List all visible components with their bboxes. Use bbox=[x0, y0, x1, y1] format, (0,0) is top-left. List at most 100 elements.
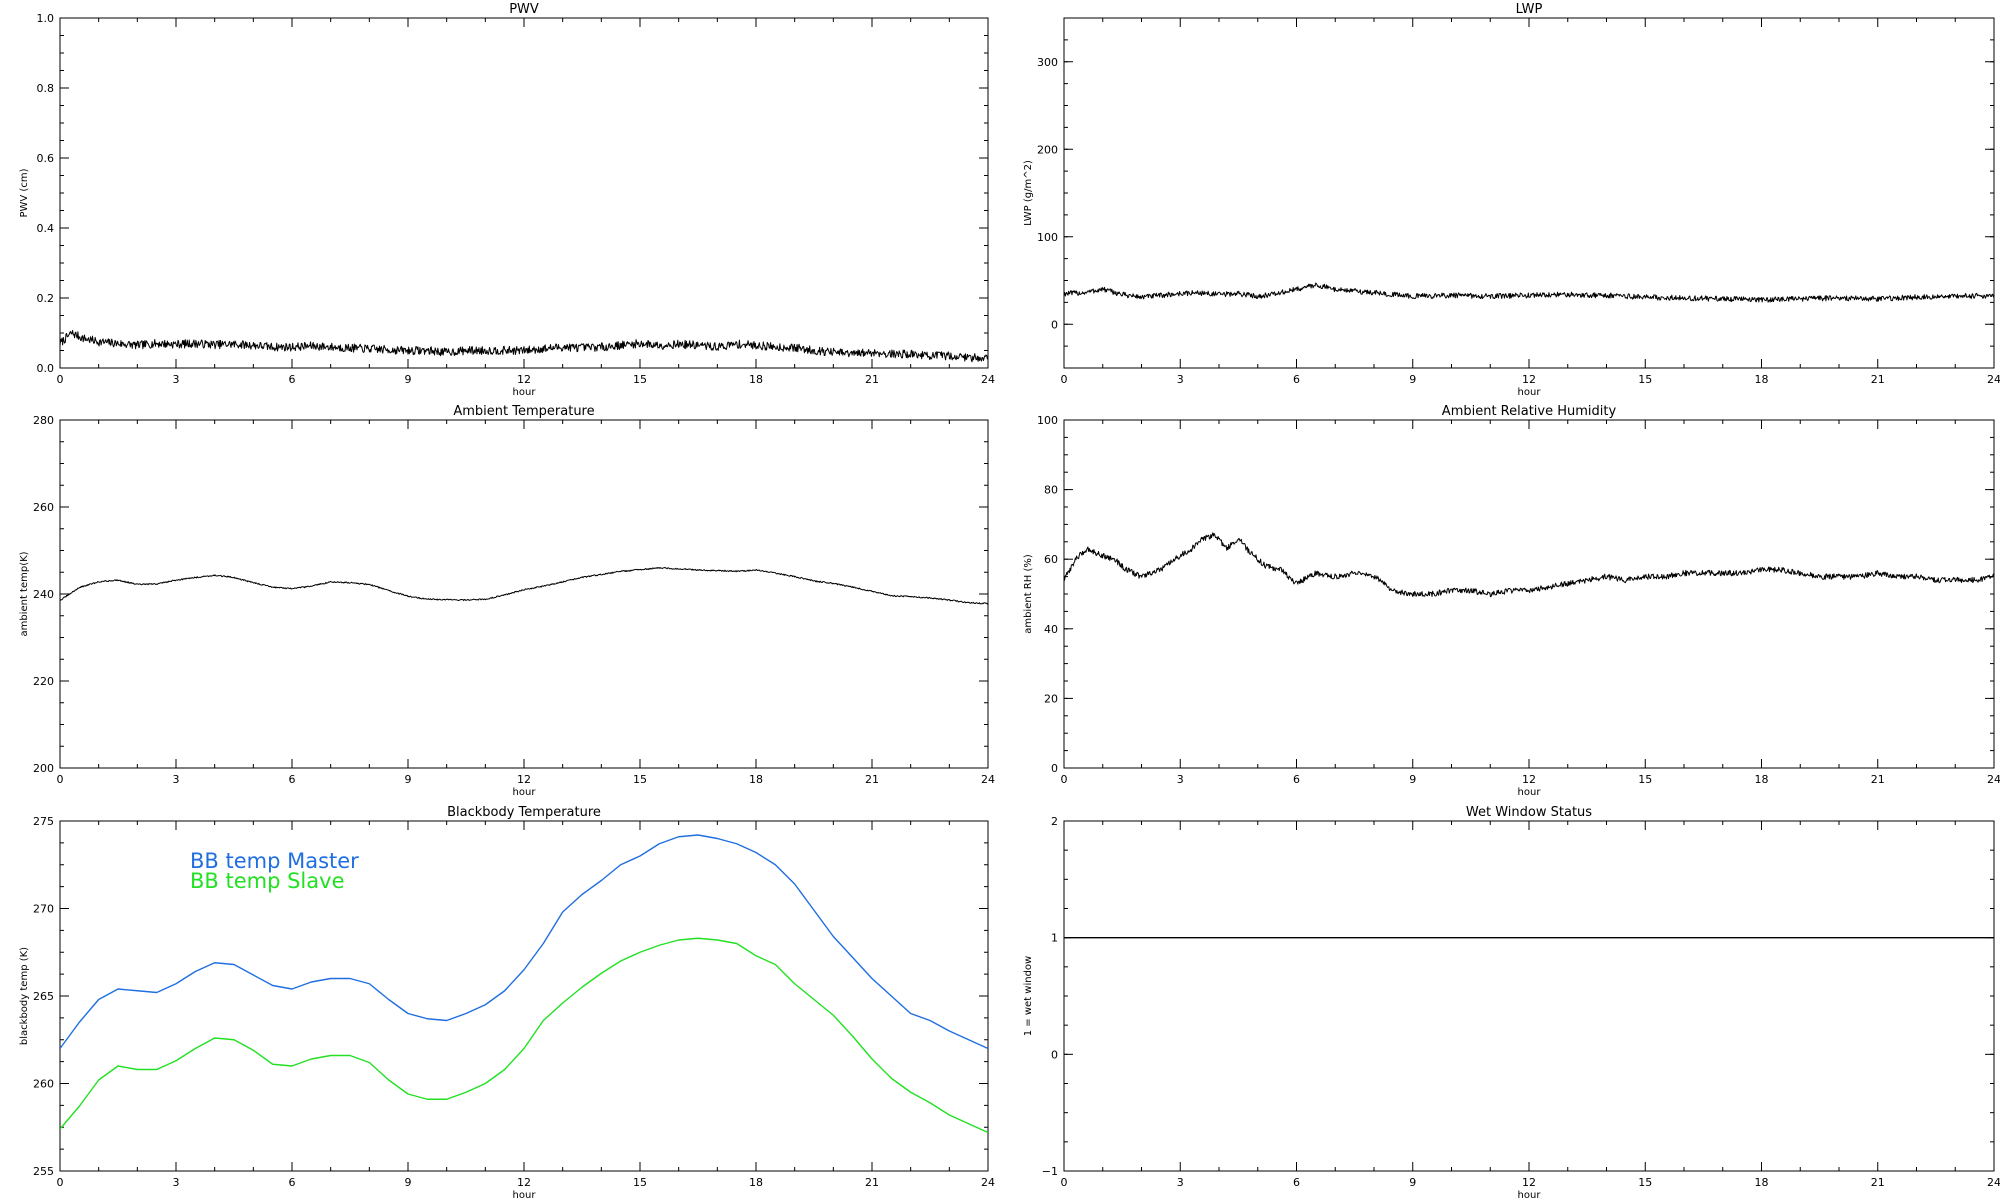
x-tick-label: 24 bbox=[1987, 373, 2000, 386]
series-line bbox=[60, 329, 988, 363]
plot-frame bbox=[59, 419, 989, 769]
x-tick-label: 18 bbox=[749, 373, 763, 386]
y-tick-label: 200 bbox=[1037, 143, 1058, 156]
x-tick-label: 9 bbox=[1409, 373, 1416, 386]
x-tick-label: 15 bbox=[633, 1176, 647, 1189]
x-tick-label: 9 bbox=[1409, 1176, 1416, 1189]
panel-pwv: PWV 0 3 6 9 12 15 18 21 24 0.0 0.2 0.4 0.6 0.8 1.0 hour P… bbox=[19, 2, 995, 398]
x-tick-label: 9 bbox=[405, 1176, 412, 1189]
x-tick-label: 0 bbox=[57, 1176, 64, 1189]
y-tick-label: 300 bbox=[1037, 56, 1058, 69]
y-tick-label: 0.2 bbox=[37, 292, 55, 305]
x-tick-label: 15 bbox=[633, 773, 647, 786]
x-tick-label: 24 bbox=[981, 773, 995, 786]
x-tick-label: 6 bbox=[1293, 373, 1300, 386]
x-tick-label: 12 bbox=[517, 773, 531, 786]
y-tick-label: 200 bbox=[33, 762, 54, 775]
x-tick-label: 21 bbox=[1871, 373, 1885, 386]
x-axis-label: hour bbox=[1518, 787, 1542, 798]
x-tick-label: 12 bbox=[1522, 1176, 1536, 1189]
y-tick-label: 0 bbox=[1051, 1048, 1058, 1061]
chart-title: Ambient Temperature bbox=[453, 404, 594, 419]
plot-frame bbox=[1063, 419, 1995, 769]
x-tick-label: 21 bbox=[1871, 1176, 1885, 1189]
x-tick-label: 24 bbox=[1987, 1176, 2000, 1189]
x-tick-label: 12 bbox=[1522, 373, 1536, 386]
x-tick-label: 3 bbox=[173, 1176, 180, 1189]
x-tick-label: 21 bbox=[865, 773, 879, 786]
series-line bbox=[1064, 282, 1994, 303]
y-axis-label: ambient temp(K) bbox=[19, 551, 30, 636]
y-tick-label: 260 bbox=[33, 1078, 54, 1091]
y-tick-label: 270 bbox=[33, 903, 54, 916]
chart-title: PWV bbox=[509, 2, 539, 17]
plot-frame bbox=[59, 17, 989, 369]
y-axis-label: 1 = wet window bbox=[1023, 956, 1034, 1036]
x-tick-label: 15 bbox=[1638, 373, 1652, 386]
y-tick-label: 100 bbox=[1037, 231, 1058, 244]
x-axis-label: hour bbox=[1518, 387, 1542, 398]
x-tick-label: 24 bbox=[981, 1176, 995, 1189]
x-tick-label: 0 bbox=[57, 773, 64, 786]
chart-title: Blackbody Temperature bbox=[447, 805, 601, 820]
y-tick-label: 40 bbox=[1044, 623, 1058, 636]
x-tick-label: 24 bbox=[1987, 773, 2000, 786]
x-tick-label: 24 bbox=[981, 373, 995, 386]
plot-frame bbox=[1063, 17, 1995, 369]
y-tick-label: 275 bbox=[33, 815, 54, 828]
x-tick-label: 6 bbox=[289, 773, 296, 786]
x-tick-label: 21 bbox=[865, 1176, 879, 1189]
y-tick-label: 255 bbox=[33, 1165, 54, 1178]
y-tick-label: 100 bbox=[1037, 414, 1058, 427]
x-tick-label: 6 bbox=[1293, 773, 1300, 786]
chart-title: Wet Window Status bbox=[1466, 805, 1592, 820]
x-tick-label: 12 bbox=[1522, 773, 1536, 786]
y-tick-label: 220 bbox=[33, 675, 54, 688]
y-axis-label: blackbody temp (K) bbox=[19, 947, 30, 1045]
y-tick-label: 0.8 bbox=[37, 82, 55, 95]
y-tick-label: 260 bbox=[33, 501, 54, 514]
y-tick-label: 0 bbox=[1051, 762, 1058, 775]
x-tick-label: 3 bbox=[1177, 373, 1184, 386]
x-tick-label: 12 bbox=[517, 1176, 531, 1189]
x-tick-label: 3 bbox=[1177, 1176, 1184, 1189]
plot-frame bbox=[1063, 820, 1995, 1172]
panel-bb-temp: Blackbody Temperature 0 3 6 9 12 15 18 21 24 255 26… bbox=[19, 805, 995, 1200]
series-line bbox=[60, 937, 988, 1134]
x-tick-label: 0 bbox=[1061, 1176, 1068, 1189]
panel-lwp: LWP 0 3 6 9 12 15 18 21 24 0 100 200 300 hour LWP (g/m^… bbox=[1023, 2, 2000, 398]
chart-title: Ambient Relative Humidity bbox=[1442, 404, 1617, 419]
y-tick-label: 80 bbox=[1044, 484, 1058, 497]
y-tick-label: 280 bbox=[33, 414, 54, 427]
x-tick-label: 12 bbox=[517, 373, 531, 386]
x-tick-label: 18 bbox=[749, 1176, 763, 1189]
y-tick-label: 0.6 bbox=[37, 152, 55, 165]
x-axis-label: hour bbox=[1518, 1190, 1542, 1200]
x-tick-label: 21 bbox=[1871, 773, 1885, 786]
x-tick-label: 3 bbox=[1177, 773, 1184, 786]
x-tick-label: 0 bbox=[1061, 373, 1068, 386]
x-tick-label: 18 bbox=[1755, 773, 1769, 786]
series-line bbox=[60, 566, 988, 605]
legend-entry: BB temp Master bbox=[190, 849, 359, 873]
x-tick-label: 3 bbox=[173, 373, 180, 386]
chart-title: LWP bbox=[1516, 2, 1543, 17]
x-tick-label: 6 bbox=[289, 373, 296, 386]
y-axis-label: ambient RH (%) bbox=[1023, 554, 1034, 634]
panel-ambient-temp: Ambient Temperature 0 3 6 9 12 15 18 21 24 200 220 2… bbox=[19, 404, 995, 798]
x-tick-label: 18 bbox=[1755, 373, 1769, 386]
y-tick-label: 0.0 bbox=[37, 362, 55, 375]
panel-ambient-rh: Ambient Relative Humidity 0 3 6 9 12 15 18 21 24 0… bbox=[1023, 404, 2000, 798]
x-tick-label: 21 bbox=[865, 373, 879, 386]
series-line bbox=[1064, 532, 1994, 598]
x-tick-label: 18 bbox=[1755, 1176, 1769, 1189]
y-tick-label: 240 bbox=[33, 588, 54, 601]
y-axis-label: LWP (g/m^2) bbox=[1023, 160, 1034, 226]
x-axis-label: hour bbox=[513, 787, 537, 798]
x-tick-label: 6 bbox=[289, 1176, 296, 1189]
x-tick-label: 0 bbox=[1061, 773, 1068, 786]
x-axis-label: hour bbox=[513, 1190, 537, 1200]
y-tick-label: 2 bbox=[1051, 815, 1058, 828]
